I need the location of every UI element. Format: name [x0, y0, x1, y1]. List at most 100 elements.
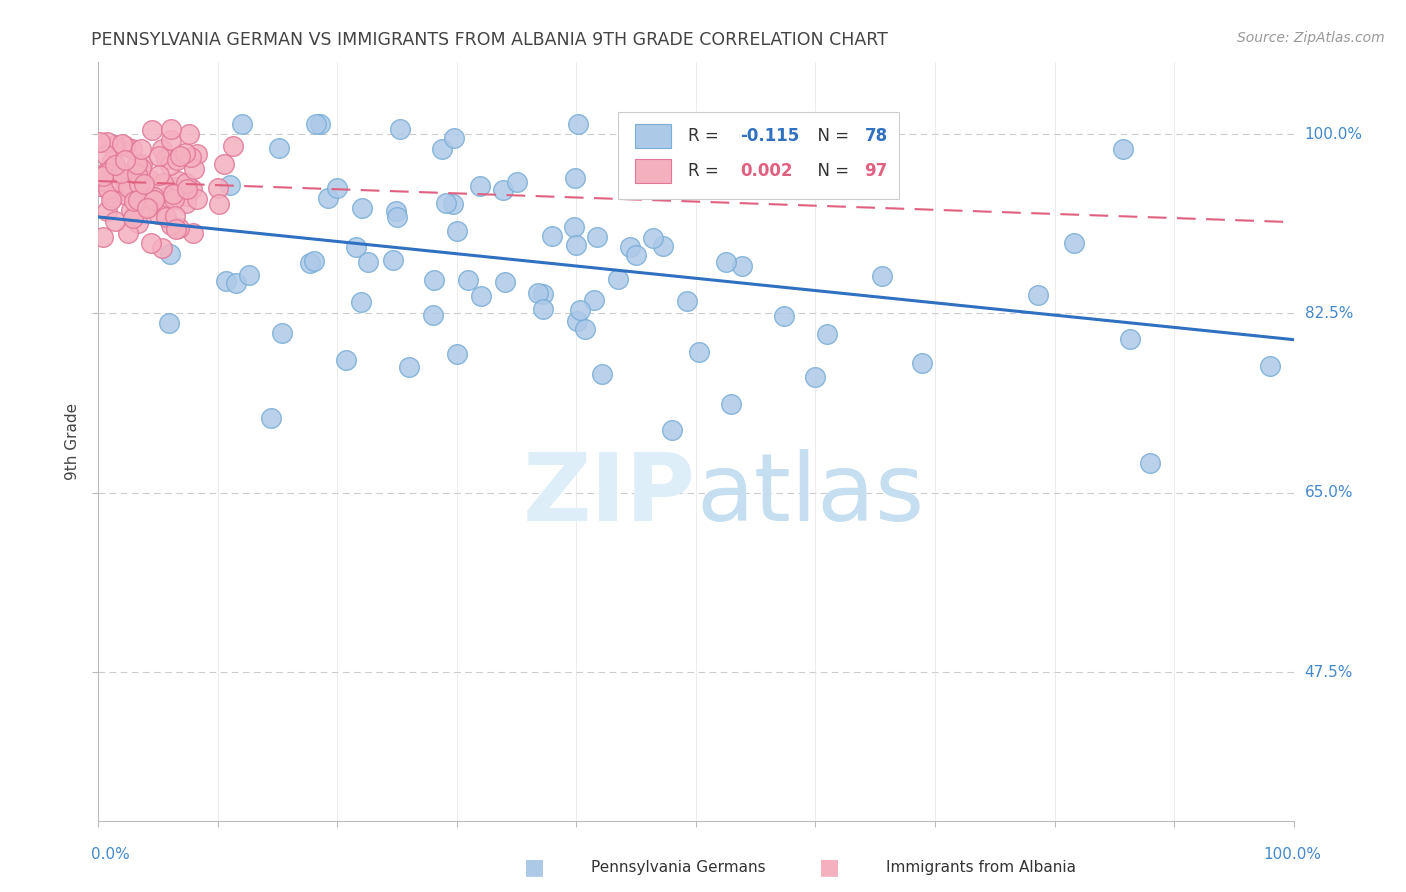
Point — [120, 202, 142, 217]
Point — [430, 142, 453, 156]
Text: R =: R = — [688, 127, 724, 145]
Point — [131, 157, 153, 171]
Point — [270, 326, 292, 340]
Point — [122, 194, 145, 208]
Point — [104, 162, 127, 177]
Point — [506, 175, 529, 189]
Point — [225, 276, 247, 290]
Text: 0.002: 0.002 — [740, 161, 793, 180]
Point — [176, 182, 198, 196]
Point — [335, 353, 357, 368]
Point — [91, 169, 114, 183]
Point — [714, 255, 737, 269]
Point — [135, 192, 157, 206]
Point — [96, 166, 118, 180]
Point — [165, 180, 187, 194]
Point — [215, 274, 238, 288]
Point — [105, 186, 128, 200]
Point — [221, 138, 243, 153]
Point — [180, 182, 202, 196]
Point — [870, 268, 893, 283]
Point — [911, 356, 934, 370]
Point — [218, 178, 240, 193]
Point — [446, 224, 468, 238]
Point — [443, 131, 465, 145]
Text: ■: ■ — [524, 857, 544, 877]
Point — [607, 271, 630, 285]
Point — [155, 210, 177, 224]
Point — [152, 176, 174, 190]
Point — [167, 173, 190, 187]
Point — [125, 176, 148, 190]
Point — [124, 209, 146, 223]
Text: 100.0%: 100.0% — [1264, 847, 1322, 862]
Text: atlas: atlas — [696, 449, 924, 541]
Point — [136, 200, 159, 214]
Point — [423, 273, 446, 287]
Point — [155, 152, 177, 166]
Point — [661, 423, 683, 437]
Point — [150, 242, 173, 256]
Text: Immigrants from Albania: Immigrants from Albania — [886, 860, 1076, 874]
Point — [586, 229, 609, 244]
Point — [446, 347, 468, 361]
Text: ■: ■ — [820, 857, 839, 877]
Point — [104, 158, 127, 172]
Point — [1026, 287, 1049, 301]
Point — [583, 293, 606, 308]
Point — [142, 193, 165, 207]
Point — [1063, 236, 1085, 251]
Point — [103, 139, 125, 153]
Text: N =: N = — [807, 161, 855, 180]
Text: 0.0%: 0.0% — [91, 847, 131, 862]
Point — [122, 211, 145, 226]
Point — [176, 188, 198, 202]
Point — [160, 219, 183, 233]
Point — [531, 301, 554, 316]
Point — [574, 322, 596, 336]
Point — [101, 161, 124, 176]
Text: -0.115: -0.115 — [740, 127, 800, 145]
Point — [1139, 456, 1161, 470]
Point — [641, 142, 664, 156]
Point — [398, 360, 420, 375]
Point — [89, 136, 111, 150]
Point — [174, 176, 197, 190]
Text: Pennsylvania Germans: Pennsylvania Germans — [591, 860, 765, 874]
Point — [186, 147, 208, 161]
Point — [148, 149, 170, 163]
Point — [169, 148, 191, 162]
Point — [125, 157, 148, 171]
Point — [136, 202, 159, 216]
Point — [120, 180, 142, 194]
Point — [231, 117, 253, 131]
Point — [1112, 142, 1135, 156]
Point — [91, 229, 114, 244]
Point — [162, 187, 184, 202]
Point — [143, 190, 166, 204]
Point — [89, 179, 111, 194]
Point — [540, 228, 562, 243]
Point — [562, 220, 585, 235]
Point — [1258, 359, 1281, 374]
Text: 82.5%: 82.5% — [1305, 306, 1353, 321]
Point — [526, 286, 548, 301]
Point — [815, 326, 838, 341]
Point — [115, 187, 138, 202]
Text: 100.0%: 100.0% — [1305, 127, 1362, 142]
Point — [720, 397, 742, 411]
Point — [434, 196, 457, 211]
Point — [652, 239, 675, 253]
Point — [180, 150, 202, 164]
Point — [159, 247, 181, 261]
Point — [163, 209, 186, 223]
Point — [1119, 332, 1142, 346]
Point — [326, 180, 349, 194]
Point — [644, 117, 666, 131]
Point — [114, 178, 136, 193]
Point — [117, 179, 139, 194]
Point — [468, 179, 491, 194]
Point — [569, 302, 592, 317]
Point — [156, 190, 179, 204]
Point — [567, 117, 589, 131]
